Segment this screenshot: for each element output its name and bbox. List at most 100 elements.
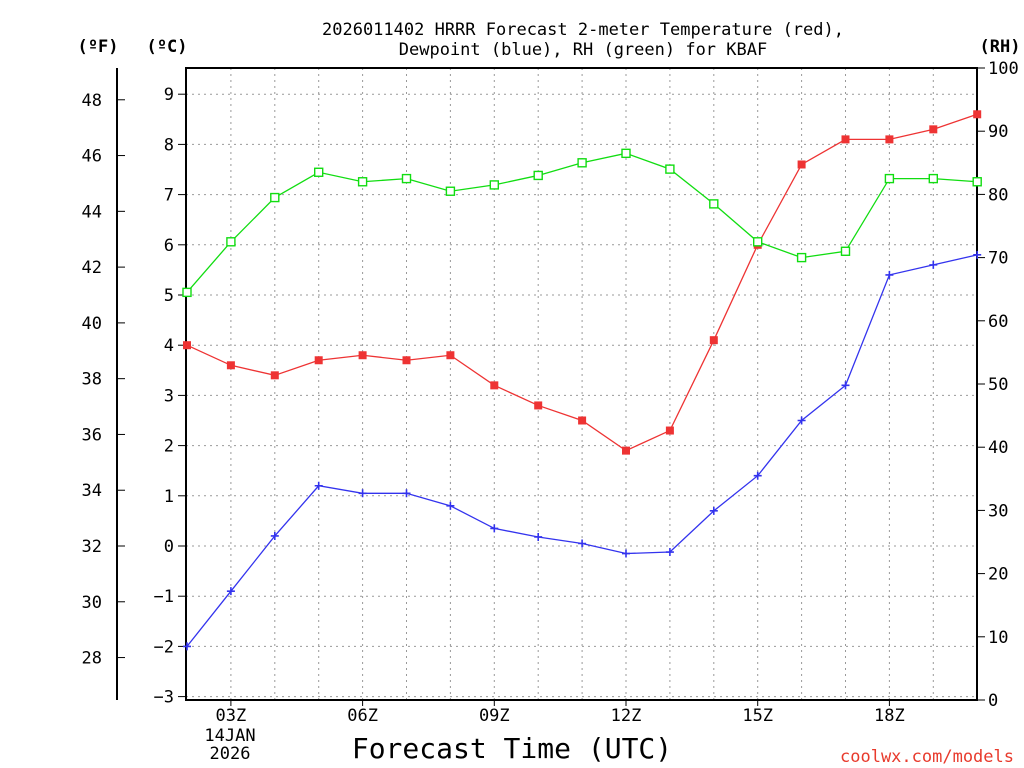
chart-title-line2: Dewpoint (blue), RH (green) for KBAF xyxy=(399,40,767,60)
rh-tick-label: 30 xyxy=(988,501,1008,521)
rh-tick-label: 50 xyxy=(988,375,1008,395)
data-point xyxy=(578,416,587,425)
celsius-tick-label: 5 xyxy=(164,286,174,306)
data-point xyxy=(841,135,850,144)
x-tick-label: 18Z xyxy=(874,706,905,726)
rh-tick-label: 0 xyxy=(988,691,998,711)
data-point xyxy=(884,173,895,184)
data-point xyxy=(622,549,630,558)
data-point xyxy=(533,170,543,181)
data-point xyxy=(973,110,982,119)
data-point xyxy=(402,489,411,498)
data-point xyxy=(534,532,543,541)
data-point xyxy=(490,381,499,390)
data-point xyxy=(709,199,719,209)
rh-tick-label: 20 xyxy=(988,565,1008,585)
fahrenheit-tick-label: 36 xyxy=(82,425,102,445)
data-series xyxy=(182,110,982,651)
rh-unit-label: (RH) xyxy=(980,37,1021,57)
celsius-tick-label: 1 xyxy=(164,487,174,507)
celsius-tick-label: 2 xyxy=(164,437,174,457)
celsius-tick-label: 7 xyxy=(164,186,174,206)
celsius-tick-label: 0 xyxy=(164,537,174,557)
data-point xyxy=(885,270,894,279)
series-relative-humidity xyxy=(182,148,982,298)
data-point xyxy=(577,158,587,168)
data-point xyxy=(226,587,235,596)
data-point xyxy=(314,356,323,365)
fahrenheit-tick-label: 32 xyxy=(82,537,102,557)
data-point xyxy=(183,642,191,651)
data-point xyxy=(621,148,631,159)
axes: −3−2−10123456789283032343638404244464801… xyxy=(82,59,1019,726)
celsius-tick-label: 4 xyxy=(164,336,174,356)
fahrenheit-tick-label: 38 xyxy=(82,370,102,390)
celsius-tick-label: 6 xyxy=(164,236,174,256)
fahrenheit-tick-label: 48 xyxy=(82,91,102,111)
data-point xyxy=(665,548,674,557)
fahrenheit-tick-label: 30 xyxy=(82,593,102,613)
x-tick-label: 15Z xyxy=(742,706,773,726)
data-point xyxy=(446,501,455,510)
x-tick-label: 09Z xyxy=(479,706,510,726)
series-dewpoint xyxy=(183,250,982,651)
data-point xyxy=(885,135,894,144)
rh-tick-label: 80 xyxy=(988,185,1008,205)
data-point xyxy=(357,177,368,187)
data-point xyxy=(358,351,367,360)
data-point xyxy=(796,252,807,263)
credit-link[interactable]: coolwx.com/models xyxy=(840,747,1014,767)
data-point xyxy=(270,371,279,380)
data-point xyxy=(270,531,279,540)
fahrenheit-tick-label: 40 xyxy=(82,314,102,334)
data-point xyxy=(797,160,806,169)
fahrenheit-tick-label: 34 xyxy=(82,481,102,501)
date-label-line1: 14JAN xyxy=(204,726,255,746)
rh-tick-label: 90 xyxy=(988,122,1008,142)
rh-tick-label: 10 xyxy=(988,628,1008,648)
data-point xyxy=(973,250,982,259)
data-point xyxy=(797,416,806,425)
data-point xyxy=(446,351,455,360)
celsius-tick-label: −1 xyxy=(154,587,174,607)
rh-tick-label: 40 xyxy=(988,438,1008,458)
data-point xyxy=(226,361,235,370)
data-point xyxy=(534,401,543,410)
data-point xyxy=(622,446,630,455)
series-line xyxy=(186,152,978,293)
data-point xyxy=(709,506,718,515)
fahrenheit-tick-label: 28 xyxy=(82,649,102,669)
celsius-tick-label: 9 xyxy=(164,85,174,105)
x-tick-label: 03Z xyxy=(216,706,247,726)
fahrenheit-tick-label: 46 xyxy=(82,147,102,167)
celsius-tick-label: 3 xyxy=(164,386,174,406)
rh-tick-label: 60 xyxy=(988,312,1008,332)
data-point xyxy=(840,246,851,256)
data-point xyxy=(226,237,236,247)
celsius-unit-label: (ºC) xyxy=(147,37,188,57)
data-point xyxy=(314,481,323,490)
x-tick-label: 06Z xyxy=(347,706,378,726)
data-point xyxy=(972,177,982,187)
fahrenheit-unit-label: (ºF) xyxy=(78,37,119,57)
data-point xyxy=(841,381,850,390)
data-point xyxy=(665,426,674,435)
celsius-tick-label: −3 xyxy=(154,688,174,708)
data-point xyxy=(665,164,675,174)
data-point xyxy=(402,356,411,365)
fahrenheit-tick-label: 42 xyxy=(82,258,102,278)
celsius-tick-label: 8 xyxy=(164,135,174,155)
data-point xyxy=(753,237,763,247)
data-point xyxy=(929,260,938,269)
data-point xyxy=(753,471,762,480)
rh-tick-label: 100 xyxy=(988,59,1019,79)
data-point xyxy=(929,125,938,134)
data-point xyxy=(401,173,412,184)
rh-tick-label: 70 xyxy=(988,249,1008,269)
series-line xyxy=(186,254,978,647)
series-2-meter-temperature xyxy=(183,110,982,455)
chart-title: 2026011402 HRRR Forecast 2-meter Tempera… xyxy=(322,20,844,60)
data-point xyxy=(490,524,499,533)
data-point xyxy=(709,336,718,345)
